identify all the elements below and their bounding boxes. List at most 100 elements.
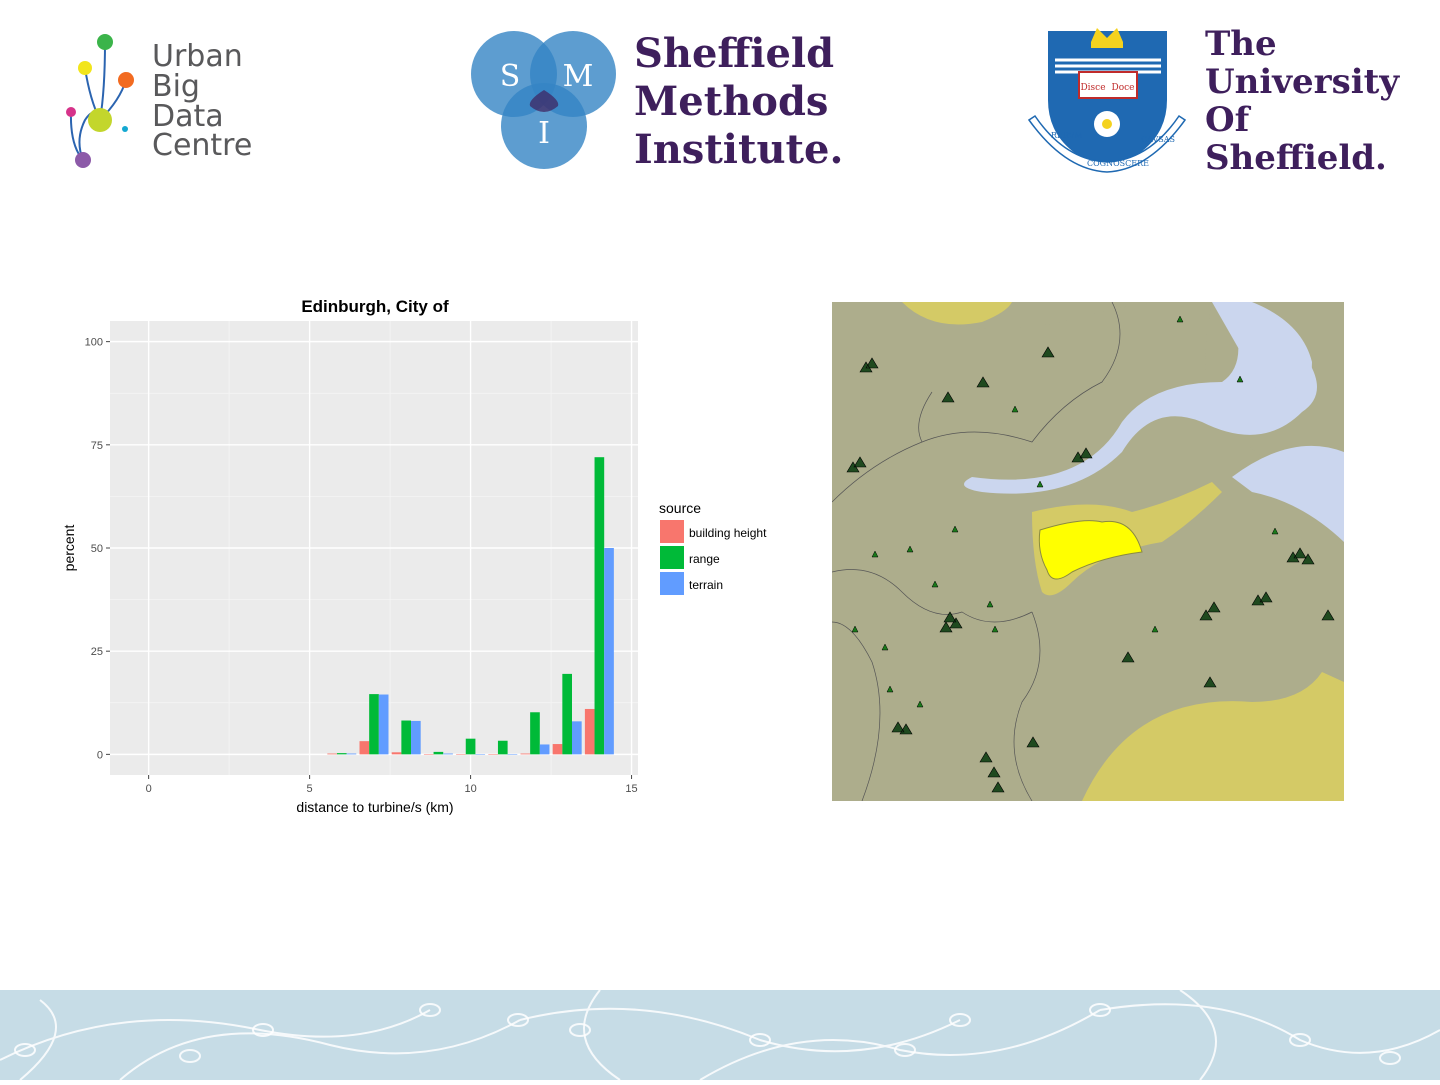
- ubdc-line-1: Urban: [152, 39, 243, 74]
- turbine-cluster: [1071, 447, 1093, 463]
- ubdc-line-4: Centre: [152, 128, 253, 163]
- bar-building-height: [584, 708, 595, 755]
- turbine-marker: [1236, 375, 1244, 383]
- bar-chart: Edinburgh, City of 0 5 10 15 0 25 50 75 100 dist…: [40, 285, 800, 830]
- uos-line-1: The: [1205, 24, 1277, 64]
- smi-letter-m: M: [563, 59, 594, 94]
- turbine-cluster: [1199, 601, 1221, 621]
- grid-layer: [110, 321, 638, 775]
- turbine-marker: [951, 525, 959, 533]
- smi-line-3: Institute.: [634, 126, 844, 173]
- map-land-north: [902, 302, 1344, 502]
- legend: source building height range terrain: [659, 500, 767, 595]
- y-tick-label: 25: [91, 646, 103, 658]
- smi-venn-graphic: S M I: [471, 31, 616, 169]
- bar-range: [369, 694, 379, 755]
- bar-range: [401, 720, 412, 755]
- map-edinburgh: [1038, 520, 1143, 580]
- turbine-cluster: [1203, 676, 1217, 688]
- turbine-marker: [1011, 405, 1019, 413]
- bar-layer: [327, 457, 614, 755]
- turbine-cluster: [941, 391, 955, 403]
- turbine-marker: [991, 625, 999, 633]
- bar-range: [530, 712, 540, 755]
- uos-line-2: University: [1205, 62, 1400, 102]
- turbine-marker: [1176, 315, 1184, 323]
- bar-range: [465, 738, 476, 755]
- bar-range: [336, 753, 347, 755]
- turbine-cluster: [1121, 651, 1135, 663]
- axis-layer: 0 5 10 15 0 25 50 75 100: [85, 337, 638, 795]
- chart-title: Edinburgh, City of: [301, 297, 449, 316]
- bar-range: [562, 673, 572, 755]
- map-boundary-2: [1013, 611, 1041, 802]
- turbine-cluster: [859, 357, 879, 373]
- turbine-cluster: [1251, 591, 1273, 606]
- ubdc-line-3: Data: [152, 99, 224, 134]
- y-tick-label: 50: [91, 543, 103, 555]
- x-tick-label: 15: [625, 783, 637, 795]
- turbine-marker: [851, 625, 859, 633]
- legend-swatch-building-height: [660, 520, 684, 543]
- footer-banner: [0, 989, 1440, 1081]
- bar-terrain: [378, 694, 389, 755]
- bar-building-height: [391, 752, 402, 755]
- smi-letter-s: S: [500, 59, 521, 94]
- crest-motto-3: CAVSAS: [1141, 135, 1175, 144]
- x-axis-label: distance to turbine/s (km): [296, 799, 453, 815]
- chart-svg: Edinburgh, City of 0 5 10 15 0 25 50 75 100 dist…: [61, 297, 767, 815]
- turbine-cluster: [1026, 736, 1040, 748]
- bar-building-height: [552, 744, 563, 755]
- map-sea-east: [1232, 445, 1344, 542]
- legend-swatch-terrain: [660, 572, 684, 595]
- bar-terrain: [443, 753, 453, 755]
- bar-building-height: [423, 754, 434, 755]
- turbine-clusters: [846, 346, 1335, 793]
- legend-label-range: range: [689, 552, 720, 566]
- turbine-cluster: [939, 611, 963, 633]
- uos-line-3: Of: [1205, 100, 1250, 140]
- single-turbines: [851, 315, 1279, 708]
- smi-letter-i: I: [538, 116, 550, 151]
- turbine-map: [831, 301, 1344, 802]
- bar-terrain: [539, 744, 550, 755]
- turbine-cluster: [1041, 346, 1055, 358]
- uos-logo: Disce Doce RERVM COGNOSCERE CAVSAS The U…: [1025, 20, 1405, 180]
- legend-label-building-height: building height: [689, 526, 767, 540]
- crest-motto-1: RERVM: [1051, 131, 1083, 140]
- bar-terrain: [604, 548, 614, 755]
- turbine-marker: [906, 545, 914, 553]
- bar-building-height: [359, 741, 370, 755]
- x-tick-label: 0: [146, 783, 152, 795]
- smi-logo: S M I Sheffield Methods Institute.: [470, 28, 850, 173]
- smi-line-2: Methods: [634, 78, 829, 125]
- map-buffer-nw: [902, 302, 1012, 325]
- turbine-cluster: [979, 751, 1005, 793]
- crest-motto-2: COGNOSCERE: [1087, 159, 1149, 168]
- bar-range: [594, 457, 605, 755]
- turbine-cluster: [891, 721, 913, 735]
- map-sea-firth: [964, 302, 1317, 494]
- bar-terrain: [411, 720, 421, 755]
- map-svg: [831, 301, 1344, 802]
- turbine-cluster: [976, 376, 990, 388]
- bar-building-height: [327, 753, 337, 755]
- map-boundary-5: [831, 391, 933, 503]
- map-boundary-3: [831, 621, 881, 802]
- bar-terrain: [507, 754, 518, 755]
- footer-network-pattern: [0, 989, 1440, 1081]
- crest-book-left: Disce: [1080, 83, 1105, 93]
- turbine-marker: [916, 700, 924, 708]
- uos-crest: Disce Doce RERVM COGNOSCERE CAVSAS: [1027, 28, 1187, 173]
- turbine-cluster: [1286, 547, 1315, 565]
- bar-terrain: [346, 753, 357, 755]
- legend-title: source: [659, 500, 701, 516]
- bar-building-height: [488, 754, 498, 755]
- smi-line-1: Sheffield: [634, 30, 835, 77]
- legend-swatch-range: [660, 546, 684, 569]
- turbine-marker: [986, 600, 994, 608]
- ubdc-logo: Urban Big Data Centre: [60, 30, 280, 175]
- turbine-marker: [1036, 480, 1044, 488]
- ubdc-logo-graphic: [66, 34, 134, 168]
- y-tick-label: 100: [85, 337, 103, 349]
